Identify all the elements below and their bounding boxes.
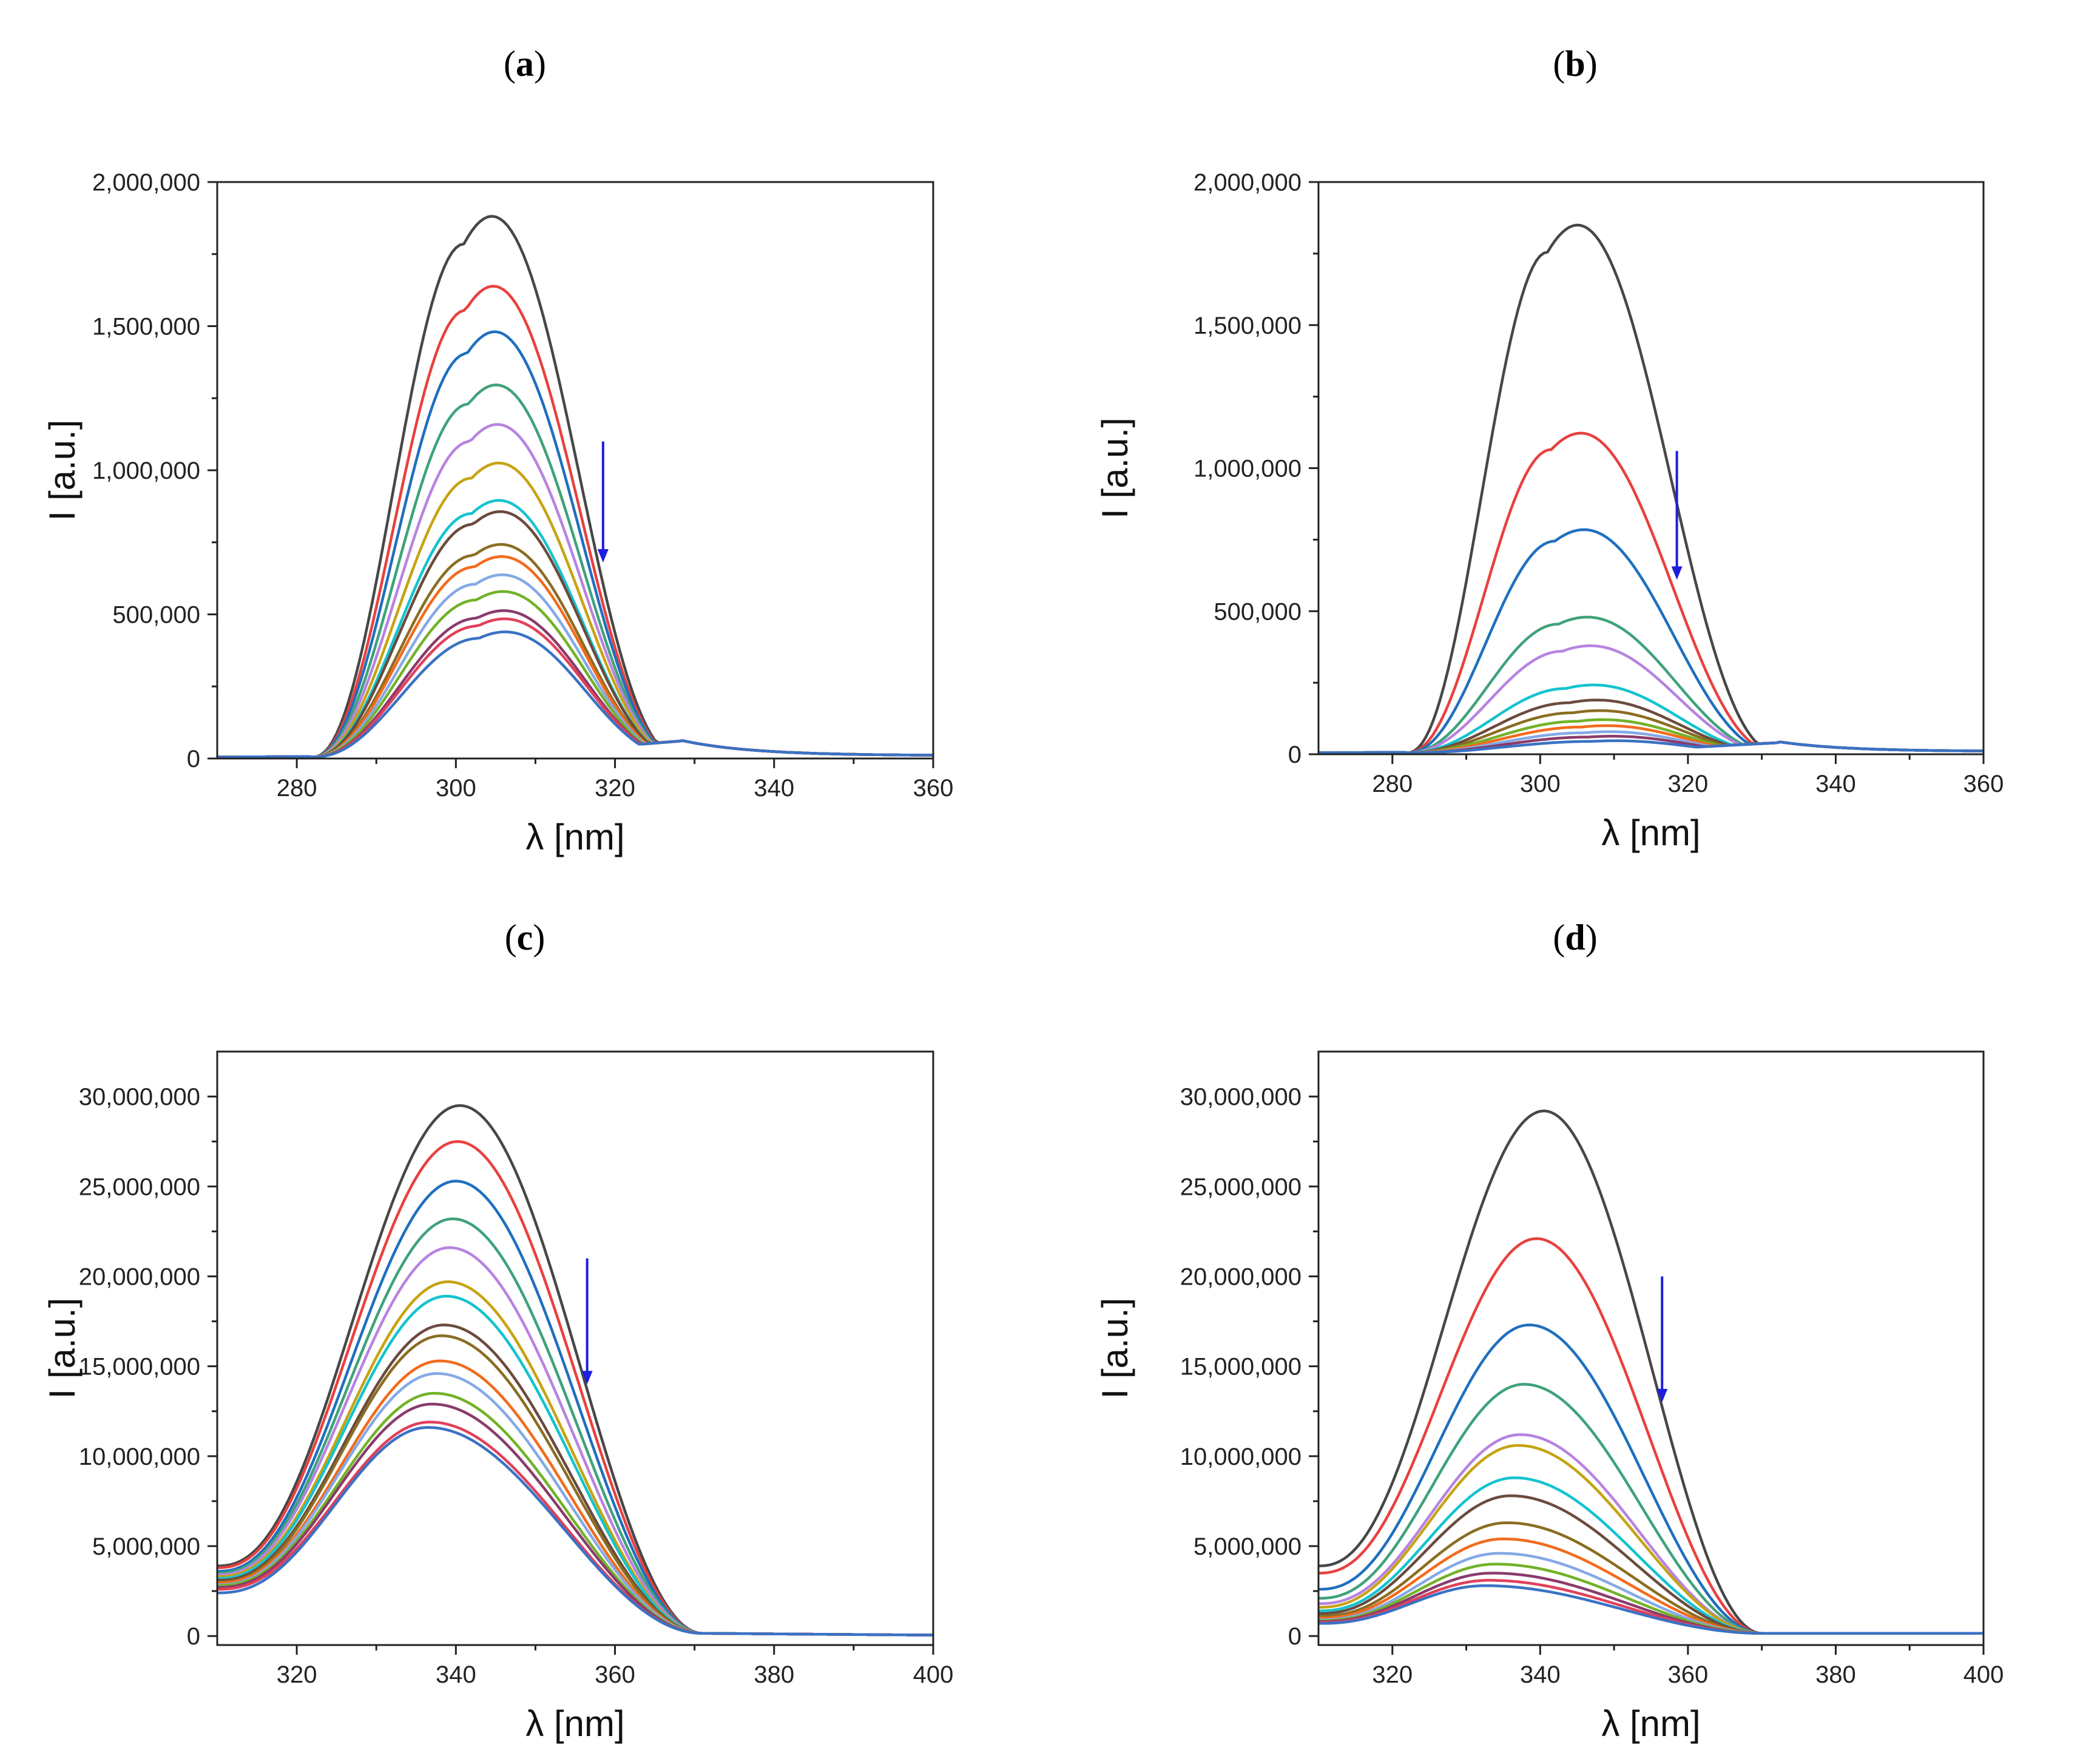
x-axis-label: λ [nm] [525, 1703, 624, 1744]
panel-label: (a) [504, 44, 546, 84]
series-line-14 [217, 617, 933, 758]
series-line-6 [217, 1280, 933, 1637]
y-tick-label: 2,000,000 [1193, 169, 1302, 196]
series-line-4 [217, 1217, 933, 1637]
chart-d: (d) 320 340 360 380 400 0 5,000,000 10,000,000 15… [1095, 917, 2004, 1744]
x-tick-label: 360 [1668, 1661, 1709, 1688]
y-tick-label: 500,000 [112, 602, 200, 629]
y-tick-label: 25,000,000 [1180, 1174, 1302, 1200]
series-line-5 [1318, 644, 1984, 754]
series-line-5 [217, 423, 933, 758]
panel-b: (b) 280 300 320 340 360 0 500,000 1,000,000 1,500… [1050, 0, 2100, 873]
x-tick-label: 380 [1815, 1661, 1856, 1688]
panel-c: (c) 320 340 360 380 400 0 5,000,000 10,000,000 15… [0, 874, 1050, 1747]
series-line-3 [1318, 1323, 1984, 1635]
x-tick-label: 340 [754, 775, 794, 802]
y-tick-label: 10,000,000 [1180, 1444, 1302, 1470]
arrow-head-icon [1671, 566, 1683, 580]
x-tick-label: 280 [1372, 771, 1413, 797]
x-tick-label: 400 [1963, 1661, 2004, 1688]
x-tick-label: 320 [1372, 1661, 1413, 1688]
y-tick-label: 0 [187, 1623, 200, 1650]
series-line-2 [1318, 1237, 1984, 1635]
y-tick-label: 500,000 [1214, 598, 1302, 625]
series-line-1 [1318, 1109, 1984, 1635]
series-line-2 [217, 285, 933, 758]
y-tick-label: 5,000,000 [1193, 1533, 1302, 1560]
series-line-4 [1318, 615, 1984, 754]
y-tick-label: 0 [1288, 742, 1302, 768]
x-tick-label: 360 [1963, 771, 2004, 797]
x-tick-label: 320 [277, 1661, 317, 1688]
x-tick-label: 360 [913, 775, 954, 802]
series-line-9 [217, 542, 933, 758]
y-tick-label: 25,000,000 [79, 1174, 200, 1200]
arrow-head-icon [581, 1371, 593, 1385]
y-tick-label: 1,500,000 [92, 314, 200, 340]
x-axis-label: λ [nm] [1601, 1703, 1700, 1744]
series-line-13 [1318, 739, 1984, 754]
series-line-15 [217, 630, 933, 758]
plot-frame [216, 1050, 934, 1646]
panel-label: (c) [505, 917, 545, 958]
y-tick-label: 0 [187, 746, 200, 772]
series-line-15 [217, 1426, 933, 1637]
x-tick-label: 380 [754, 1661, 794, 1688]
y-tick-label: 15,000,000 [1180, 1354, 1302, 1380]
y-tick-label: 2,000,000 [92, 169, 200, 196]
x-tick-label: 360 [595, 1661, 635, 1688]
x-tick-label: 340 [436, 1661, 476, 1688]
series-line-15 [1318, 1584, 1984, 1635]
y-tick-label: 1,500,000 [1193, 312, 1302, 339]
x-tick-label: 320 [1668, 771, 1709, 797]
arrow-head-icon [1656, 1388, 1668, 1402]
x-axis-label: λ [nm] [525, 817, 624, 857]
panel-a: (a) 280 300 320 340 360 0 500,000 1,000,000 1,500… [0, 0, 1050, 873]
y-axis-label: I [a.u.] [1095, 1298, 1135, 1399]
series-line-6 [1318, 1444, 1984, 1635]
panel-label: (d) [1553, 917, 1597, 958]
y-tick-label: 5,000,000 [92, 1533, 200, 1560]
plot-frame [1317, 181, 1985, 755]
series-line-2 [217, 1140, 933, 1637]
series-line-7 [1318, 1476, 1984, 1635]
x-tick-label: 340 [1520, 1661, 1561, 1688]
y-tick-label: 15,000,000 [79, 1354, 200, 1380]
y-tick-label: 20,000,000 [1180, 1263, 1302, 1290]
x-tick-label: 280 [277, 775, 317, 802]
chart-c: (c) 320 340 360 380 400 0 5,000,000 10,000,000 15… [42, 917, 954, 1744]
x-axis-label: λ [nm] [1601, 812, 1700, 853]
x-tick-label: 300 [436, 775, 476, 802]
y-axis-label: I [a.u.] [42, 420, 83, 521]
y-tick-label: 30,000,000 [79, 1084, 200, 1110]
y-tick-label: 10,000,000 [79, 1444, 200, 1470]
x-tick-label: 320 [595, 775, 635, 802]
x-tick-label: 300 [1520, 771, 1561, 797]
y-axis-label: I [a.u.] [42, 1298, 83, 1399]
series-line-4 [217, 383, 933, 758]
y-tick-label: 1,000,000 [1193, 456, 1302, 482]
arrow-head-icon [597, 549, 609, 562]
chart-a: (a) 280 300 320 340 360 0 500,000 1,000,000 1,500… [42, 44, 954, 857]
x-tick-label: 400 [913, 1661, 954, 1688]
series-line-12 [217, 590, 933, 758]
y-axis-label: I [a.u.] [1095, 417, 1135, 519]
y-tick-label: 20,000,000 [79, 1263, 200, 1290]
panel-label: (b) [1553, 44, 1597, 84]
panel-d: (d) 320 340 360 380 400 0 5,000,000 10,000,000 15… [1050, 874, 2100, 1747]
y-tick-label: 0 [1288, 1623, 1302, 1650]
y-tick-label: 30,000,000 [1180, 1084, 1302, 1110]
chart-b: (b) 280 300 320 340 360 0 500,000 1,000,000 1,500… [1095, 44, 2004, 853]
x-tick-label: 340 [1815, 771, 1856, 797]
plot-frame [1317, 1050, 1985, 1646]
y-tick-label: 1,000,000 [92, 458, 200, 484]
